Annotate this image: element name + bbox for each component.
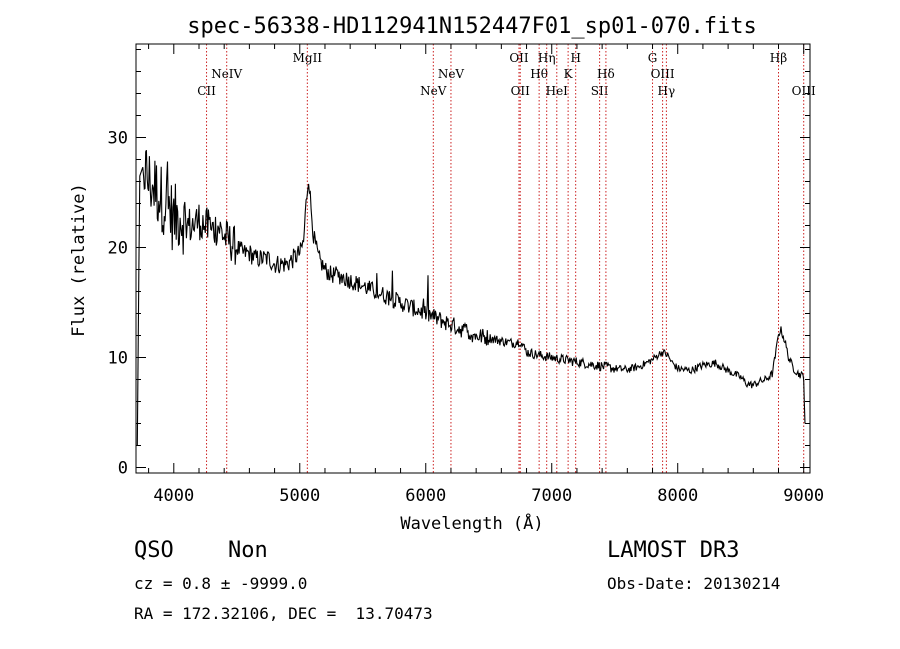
- line-marker-label: Hθ: [530, 67, 548, 81]
- y-tick-label: 10: [108, 349, 128, 369]
- line-marker-label: Hγ: [658, 84, 676, 98]
- x-tick-label: 6000: [405, 486, 446, 506]
- line-marker-label: HeI: [546, 84, 569, 98]
- y-axis-label: Flux (relative): [69, 183, 89, 337]
- line-markers: CIINeIVMgIINeVNeVOIIOIIHθHηHeIKHSIIHδGOI…: [197, 44, 816, 473]
- line-marker-label: K: [564, 67, 574, 81]
- line-marker-label: NeV: [438, 67, 465, 81]
- line-marker-label: Hδ: [597, 67, 615, 81]
- line-marker-label: Hη: [538, 51, 556, 65]
- line-marker-label: MgII: [293, 51, 323, 65]
- line-marker-label: Hβ: [770, 51, 787, 65]
- y-axis: 0 10 20 30: [108, 49, 810, 479]
- survey-label: LAMOST DR3: [607, 538, 740, 563]
- x-tick-label: 5000: [279, 486, 320, 506]
- spectrum-series-line: [136, 149, 806, 446]
- line-marker-label: H: [570, 51, 580, 65]
- chart-title: spec-56338-HD112941N152447F01_sp01-070.f…: [187, 14, 757, 39]
- line-marker-label: OII: [509, 51, 529, 65]
- ra-dec-readout: RA = 172.32106, DEC = 13.70473: [134, 604, 433, 623]
- y-tick-label: 30: [108, 129, 128, 149]
- line-marker-label: OIII: [651, 67, 675, 81]
- obs-date: Obs-Date: 20130214: [607, 574, 781, 593]
- subclass-label: Non: [228, 538, 268, 563]
- line-marker-label: G: [648, 51, 658, 65]
- line-marker-label: CII: [197, 84, 216, 98]
- cz-readout: cz = 0.8 ± -9999.0: [134, 574, 308, 593]
- x-axis-label: Wavelength (Å): [400, 512, 543, 534]
- y-tick-label: 0: [118, 459, 128, 479]
- x-axis: 4000 5000 6000 7000 8000 9000: [148, 44, 824, 506]
- line-marker-label: NeV: [420, 84, 447, 98]
- line-marker-label: SII: [591, 84, 609, 98]
- line-marker-label: OII: [511, 84, 531, 98]
- x-tick-label: 9000: [783, 486, 824, 506]
- plot-frame: [135, 43, 811, 474]
- y-tick-label: 20: [108, 239, 128, 259]
- x-tick-label: 8000: [657, 486, 698, 506]
- class-label: QSO: [134, 538, 174, 563]
- x-tick-label: 7000: [531, 486, 572, 506]
- line-marker-label: OIII: [792, 84, 816, 98]
- x-tick-label: 4000: [153, 486, 194, 506]
- line-marker-label: NeIV: [211, 67, 242, 81]
